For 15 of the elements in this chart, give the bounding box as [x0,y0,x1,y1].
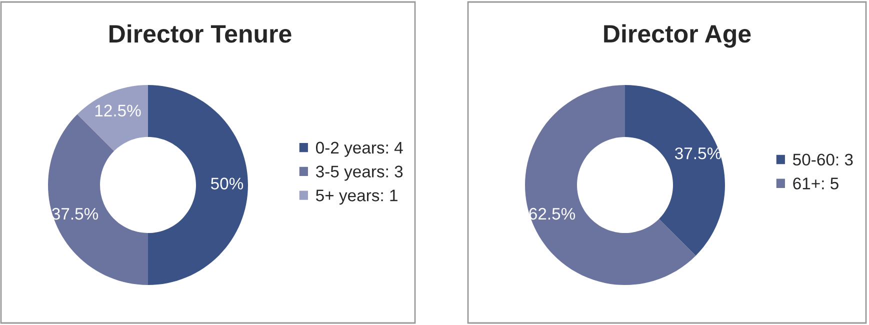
legend-label: 61+: 5 [793,178,838,190]
legend-label: 0-2 years: 4 [316,142,403,157]
legend-label: 5+ years: 1 [316,190,398,205]
legend-label: 3-5 years: 3 [316,166,403,181]
donut-slice [625,85,725,256]
data-label: 12.5% [95,104,141,116]
data-label: 37.5% [52,208,98,220]
donut-slice [77,85,148,152]
data-label: 37.5% [674,147,722,160]
data-label: 50% [210,178,244,190]
data-label: 62.5% [529,208,576,220]
chart-title: Director Age [604,24,751,48]
donut-slice [148,85,248,285]
legend-label: 50-60: 3 [793,154,853,166]
chart-title: Director Tenure [110,24,292,43]
